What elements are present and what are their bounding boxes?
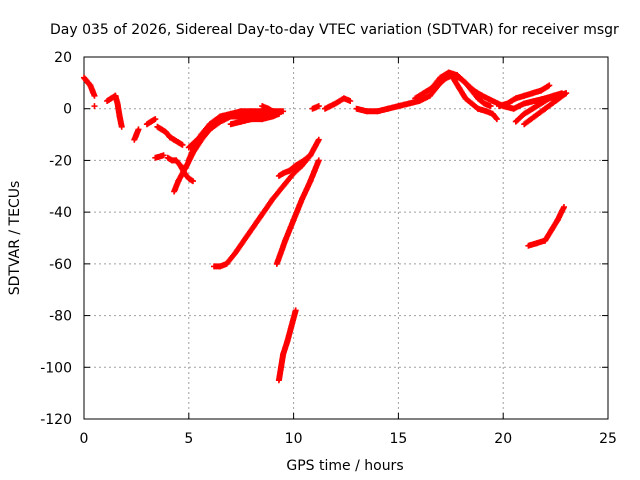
series-arc-18 — [309, 103, 322, 112]
data-point-run — [223, 250, 238, 267]
data-point-run — [244, 214, 264, 239]
x-tick-label: 15 — [389, 431, 407, 447]
data-point-run — [269, 108, 282, 117]
x-tick-label: 25 — [599, 431, 617, 447]
series-arc-5 — [143, 116, 159, 128]
data-point-run — [340, 95, 354, 104]
grid-lines — [84, 57, 608, 419]
series-arc-4 — [131, 126, 142, 143]
data-point-run — [489, 110, 500, 123]
y-tick-label: -40 — [49, 205, 72, 221]
x-tick-label: 10 — [285, 431, 303, 447]
tick-labels: 0 5 10 15 20 25 20 0 -20 -40 -60 -80 -100 -120 — [40, 50, 617, 447]
series-arc-25 — [521, 90, 570, 128]
series-arc-1 — [81, 74, 98, 99]
x-axis-label: GPS time / hours — [286, 458, 403, 474]
series-arc-23 — [496, 82, 553, 110]
data-point-run — [116, 113, 125, 130]
x-tick-label: 5 — [184, 431, 193, 447]
y-tick-label: -120 — [40, 412, 72, 428]
y-tick-label: -100 — [40, 360, 72, 376]
data-point-run — [257, 196, 276, 221]
y-axis-label: SDTVAR / TECUs — [7, 181, 23, 296]
data-point-run — [269, 180, 289, 203]
series-arc-19 — [322, 95, 354, 112]
data-point-run — [148, 116, 159, 125]
tick-marks — [83, 56, 609, 420]
data-point-run — [481, 100, 494, 110]
x-tick-label: 0 — [80, 431, 89, 447]
y-tick-label: -60 — [49, 257, 72, 273]
data-point-run — [554, 204, 567, 223]
series-arc-9 — [171, 113, 276, 195]
series-arc-13 — [259, 103, 282, 117]
data-point-run — [426, 79, 444, 99]
y-tick-label: -80 — [49, 309, 72, 325]
series-arc-2 — [91, 103, 98, 110]
y-tick-label: 0 — [63, 102, 72, 118]
data-point-run — [282, 170, 297, 187]
y-tick-label: -20 — [49, 153, 72, 169]
plot-frame — [83, 56, 609, 420]
data-points — [81, 69, 570, 384]
data-point — [91, 103, 98, 110]
data-point-run — [552, 90, 570, 104]
series-arc-3 — [104, 92, 125, 130]
series-arc-22 — [449, 74, 500, 123]
data-point-run — [288, 307, 299, 329]
data-point-run — [133, 126, 142, 138]
data-point-run — [311, 157, 322, 174]
data-point-run — [185, 175, 196, 185]
data-point-run — [531, 105, 549, 120]
series-arc-7 — [152, 152, 167, 161]
series-arc-16 — [275, 136, 322, 179]
data-point-run — [309, 103, 322, 112]
data-point-run — [175, 139, 186, 148]
series-arc-17 — [275, 307, 299, 384]
series-arc-6 — [154, 123, 186, 148]
series-arc-26 — [525, 204, 567, 249]
data-point-run — [537, 82, 553, 94]
data-point-run — [231, 232, 251, 257]
x-tick-label: 20 — [494, 431, 512, 447]
series-arc-15 — [273, 157, 322, 267]
data-point-run — [89, 87, 98, 99]
chart-title: Day 035 of 2026, Sidereal Day-to-day VTE… — [50, 22, 619, 38]
y-tick-label: 20 — [54, 50, 72, 66]
data-point-run — [152, 152, 167, 161]
data-point-run — [428, 74, 444, 91]
data-point-run — [311, 136, 322, 151]
